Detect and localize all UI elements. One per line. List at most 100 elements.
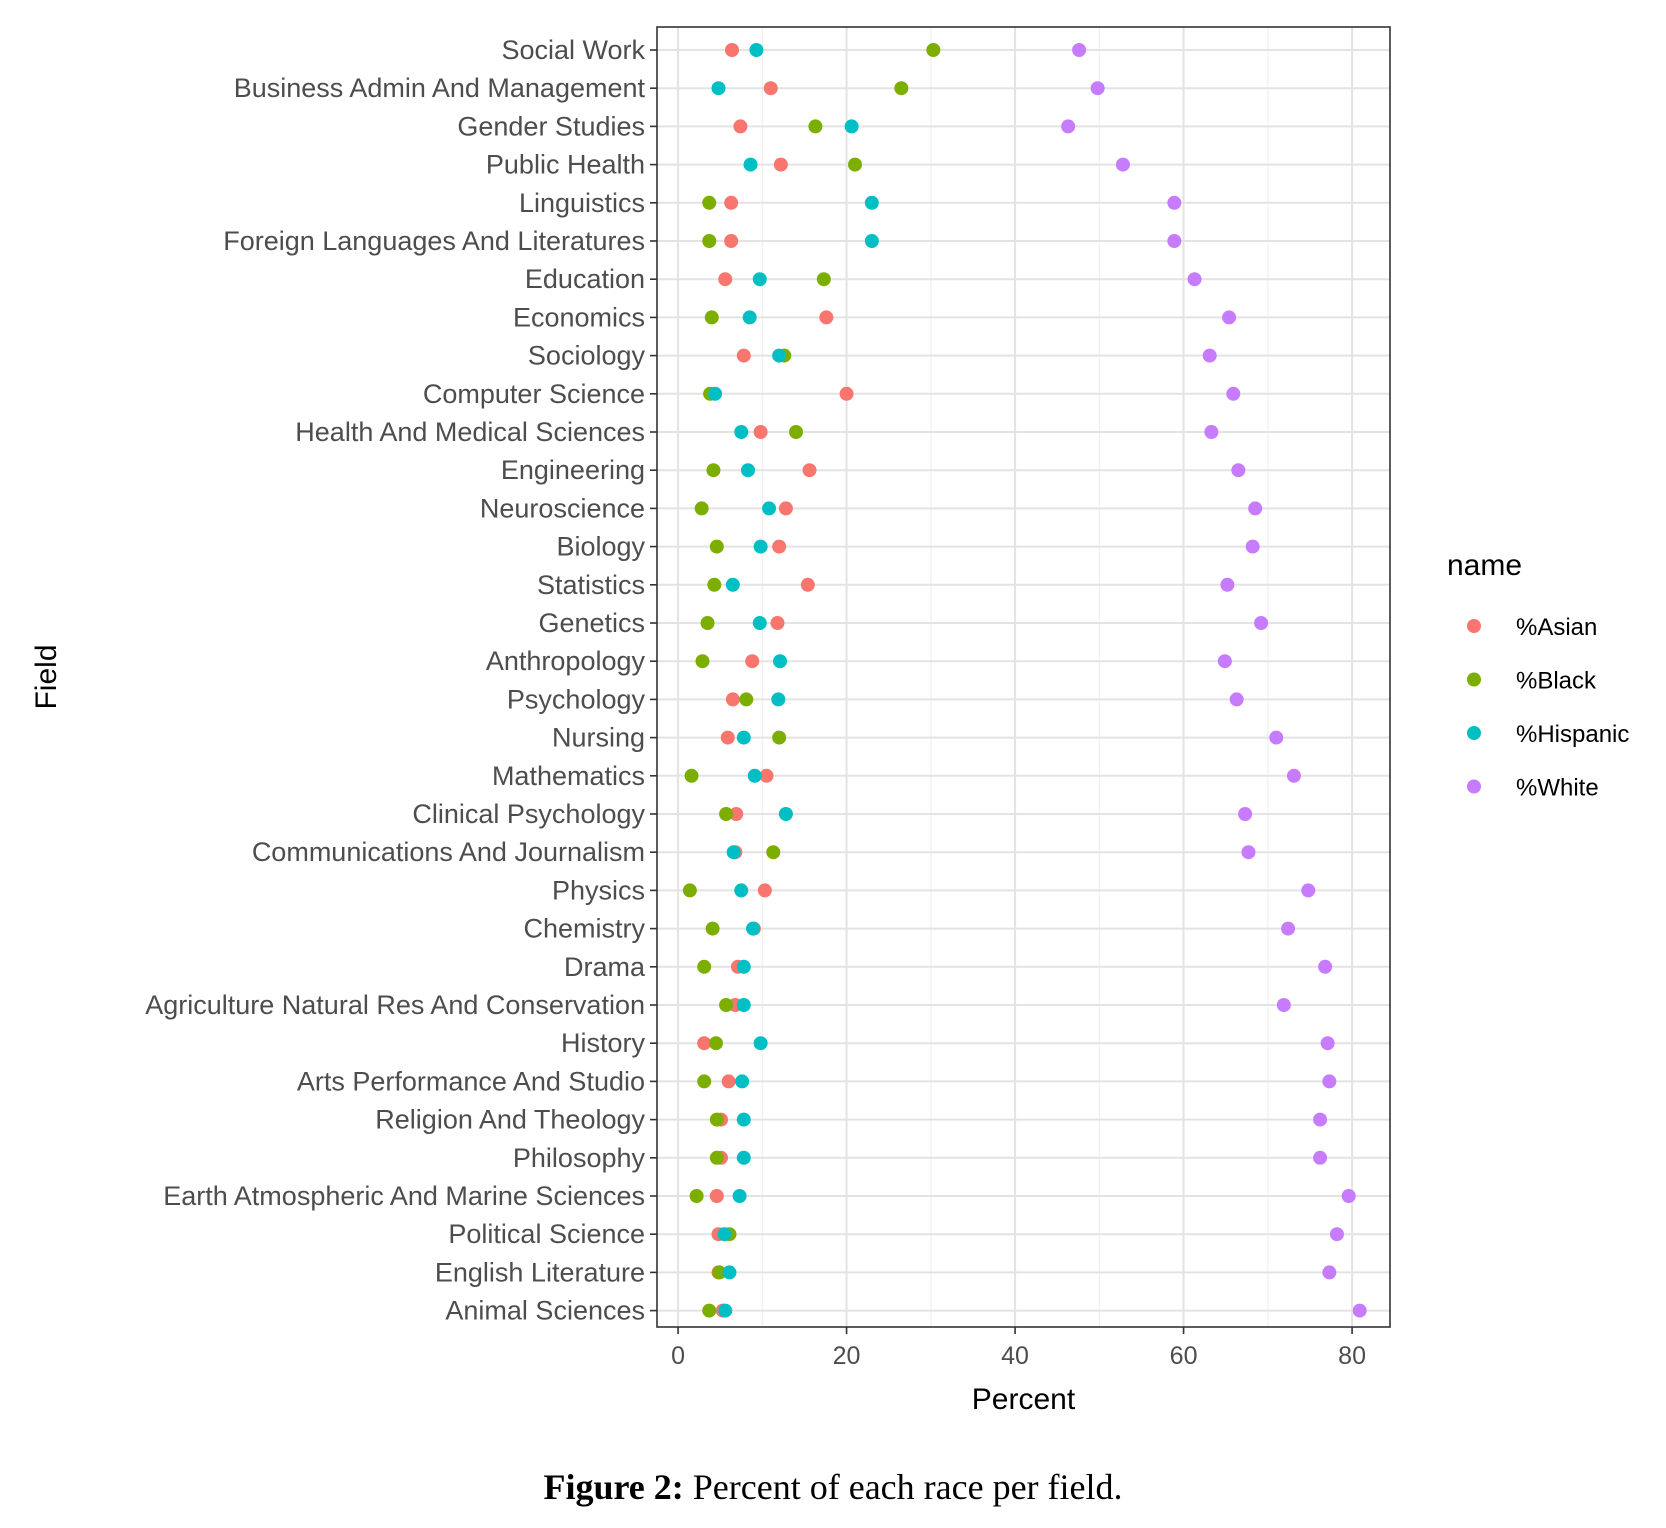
data-point bbox=[864, 234, 879, 248]
data-point bbox=[1352, 1303, 1367, 1318]
data-point bbox=[697, 1036, 712, 1051]
data-point bbox=[702, 1303, 717, 1318]
x-tick-label: 20 bbox=[833, 1342, 861, 1370]
data-point bbox=[1072, 43, 1087, 57]
data-point bbox=[1341, 1189, 1356, 1203]
caption-label: Figure 2: bbox=[543, 1467, 684, 1507]
data-point bbox=[734, 883, 749, 898]
data-point bbox=[712, 1265, 727, 1280]
data-point bbox=[717, 1227, 732, 1242]
y-tick-label: Computer Science bbox=[423, 379, 645, 409]
data-point bbox=[709, 1189, 724, 1203]
data-point bbox=[752, 272, 767, 287]
caption-text: Percent of each race per field. bbox=[692, 1467, 1123, 1507]
figure-caption: Figure 2: Percent of each race per field… bbox=[0, 1466, 1666, 1508]
y-axis-ticks: Social Work Business Admin And Management… bbox=[145, 35, 657, 1326]
y-tick-label: Arts Performance And Studio bbox=[297, 1066, 645, 1096]
y-tick-label: Social Work bbox=[501, 35, 645, 65]
data-point bbox=[800, 577, 815, 592]
data-point bbox=[694, 501, 709, 516]
data-point bbox=[1202, 348, 1217, 363]
data-point bbox=[708, 1036, 723, 1051]
data-point bbox=[926, 43, 941, 57]
plot-panel-border bbox=[656, 26, 1391, 1328]
y-tick-label: Business Admin And Management bbox=[234, 73, 646, 103]
y-tick-label: Neuroscience bbox=[480, 493, 645, 523]
data-point bbox=[722, 1265, 737, 1280]
data-point bbox=[759, 768, 774, 783]
data-point bbox=[734, 425, 749, 439]
y-tick-label: Nursing bbox=[552, 723, 645, 753]
data-point bbox=[700, 616, 715, 630]
data-point bbox=[709, 1150, 724, 1165]
data-point bbox=[709, 539, 724, 554]
y-tick-label: Religion And Theology bbox=[375, 1105, 645, 1135]
data-point bbox=[819, 310, 834, 325]
y-tick-label: Statistics bbox=[537, 570, 645, 600]
y-tick-label: Linguistics bbox=[519, 188, 645, 218]
data-point bbox=[770, 616, 785, 630]
x-tick-label: 0 bbox=[671, 1342, 685, 1370]
data-point bbox=[732, 1189, 747, 1203]
data-point bbox=[752, 616, 767, 630]
data-point bbox=[726, 845, 741, 860]
legend-key bbox=[1467, 619, 1481, 633]
data-point bbox=[719, 998, 734, 1012]
data-point bbox=[735, 1074, 750, 1089]
y-tick-label: Gender Studies bbox=[457, 111, 645, 141]
data-point bbox=[745, 654, 760, 669]
data-point bbox=[1313, 1150, 1328, 1165]
data-point bbox=[684, 768, 699, 783]
data-point bbox=[1229, 692, 1244, 707]
data-point bbox=[772, 730, 787, 745]
data-point bbox=[762, 501, 777, 516]
data-point bbox=[789, 425, 804, 439]
y-axis-title: Field bbox=[30, 644, 63, 709]
data-point bbox=[724, 234, 739, 248]
data-point bbox=[1167, 234, 1182, 248]
data-point bbox=[719, 807, 734, 821]
data-point bbox=[736, 1150, 751, 1165]
legend-label: %Hispanic bbox=[1516, 721, 1629, 748]
data-point bbox=[1245, 539, 1260, 554]
data-point bbox=[1241, 845, 1256, 860]
data-point bbox=[743, 157, 758, 172]
y-tick-label: Animal Sciences bbox=[445, 1296, 645, 1326]
data-point bbox=[1115, 157, 1130, 172]
legend-label: %White bbox=[1516, 775, 1599, 802]
data-point bbox=[1254, 616, 1269, 630]
data-point bbox=[1226, 386, 1241, 401]
x-axis-ticks: 0 20 40 60 80 bbox=[671, 1327, 1366, 1370]
data-point bbox=[749, 43, 764, 57]
data-point bbox=[1286, 768, 1301, 783]
data-point bbox=[1322, 1074, 1337, 1089]
data-point bbox=[847, 157, 862, 172]
data-point bbox=[1222, 310, 1237, 325]
data-point bbox=[1248, 501, 1263, 516]
legend-title: name bbox=[1447, 549, 1522, 582]
data-point bbox=[708, 386, 723, 401]
data-point bbox=[742, 310, 757, 325]
y-tick-label: Agriculture Natural Res And Conservation bbox=[145, 990, 645, 1020]
data-points bbox=[682, 43, 1367, 1318]
data-point bbox=[705, 921, 720, 936]
data-point bbox=[697, 1074, 712, 1089]
data-point bbox=[724, 195, 739, 210]
x-tick-label: 60 bbox=[1170, 1342, 1198, 1370]
data-point bbox=[736, 998, 751, 1012]
x-tick-label: 40 bbox=[1001, 1342, 1029, 1370]
y-tick-label: Health And Medical Sciences bbox=[295, 417, 645, 447]
data-point bbox=[729, 807, 744, 821]
legend: name %Asian %Black %Hispanic %White bbox=[1447, 549, 1629, 802]
data-point bbox=[778, 501, 793, 516]
y-tick-label: Biology bbox=[556, 532, 645, 562]
data-point bbox=[695, 654, 710, 669]
legend-items: %Asian %Black %Hispanic %White bbox=[1467, 614, 1629, 802]
data-point bbox=[757, 883, 772, 898]
data-point bbox=[1269, 730, 1284, 745]
y-tick-label: Physics bbox=[552, 875, 645, 905]
data-point bbox=[772, 539, 787, 554]
data-point bbox=[709, 1112, 724, 1127]
y-tick-label: Political Science bbox=[448, 1219, 645, 1249]
data-point bbox=[740, 463, 755, 478]
